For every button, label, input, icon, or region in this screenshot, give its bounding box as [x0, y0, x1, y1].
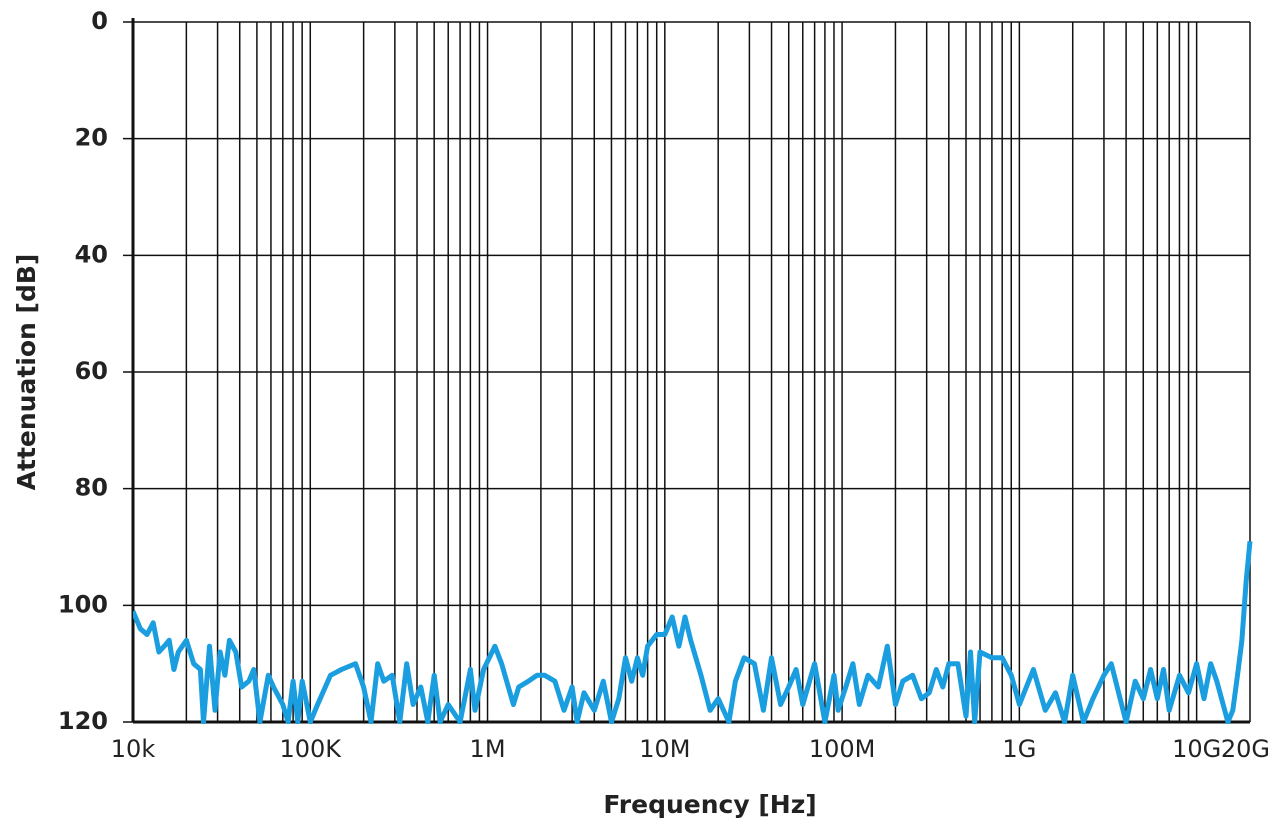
y-axis-title: Attenuation [dB] [12, 254, 41, 491]
x-tick-label: 100K [279, 735, 342, 763]
y-tick-label: 100 [58, 590, 108, 618]
x-tick-label: 10M [639, 735, 690, 763]
y-tick-label: 20 [75, 124, 108, 152]
y-tick-label: 0 [91, 7, 108, 35]
y-tick-label: 80 [75, 474, 108, 502]
x-tick-label: 10k [111, 735, 156, 763]
data-line [133, 540, 1253, 724]
x-axis-title: Frequency [Hz] [603, 790, 816, 819]
y-tick-label: 40 [75, 240, 108, 268]
y-tick-label: 60 [75, 357, 108, 385]
x-tick-label: 10G [1172, 735, 1221, 763]
x-tick-label: 1M [470, 735, 506, 763]
x-tick-label: 1G [1002, 735, 1036, 763]
x-tick-label: 100M [809, 735, 876, 763]
y-tick-label: 120 [58, 707, 108, 735]
x-tick-label: 20G [1221, 735, 1270, 763]
